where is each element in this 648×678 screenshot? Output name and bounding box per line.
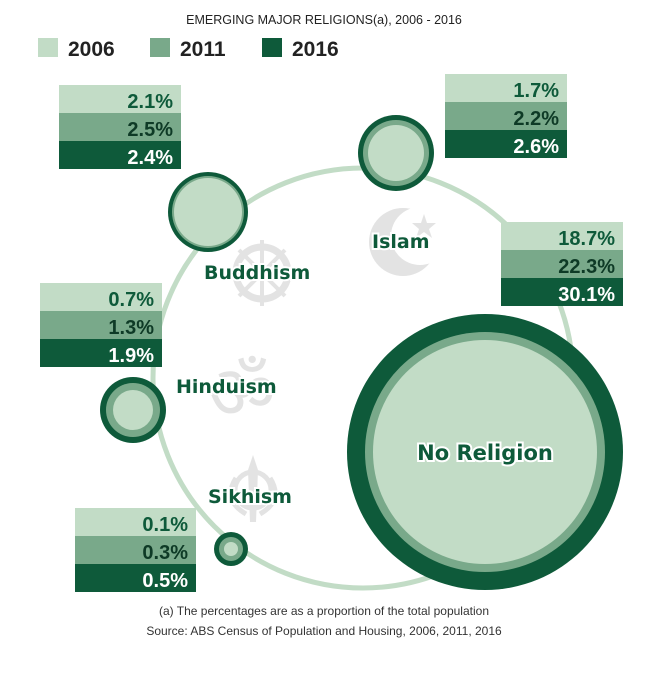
legend-label-2011: 2011 xyxy=(180,38,226,61)
buddhism-2011-value: 2.5% xyxy=(127,119,173,141)
om-icon: ॐ xyxy=(208,350,276,436)
bubble-no-religion xyxy=(347,314,623,590)
hinduism-2006-value: 0.7% xyxy=(108,289,154,311)
source-note: Source: ABS Census of Population and Hou… xyxy=(146,624,502,638)
label-no-religion: No Religion xyxy=(417,441,553,465)
value-box-islam: 1.7% 2.2% 2.6% xyxy=(445,74,567,158)
buddhism-2016-value: 2.4% xyxy=(127,147,173,169)
label-sikhism: Sikhism xyxy=(208,486,292,508)
svg-text:ॐ: ॐ xyxy=(208,350,276,436)
sikhism-2006-value: 0.1% xyxy=(142,514,188,536)
islam-2016-value: 2.6% xyxy=(513,136,559,158)
islam-2011-value: 2.2% xyxy=(513,108,559,130)
sikhism-2016-value: 0.5% xyxy=(142,570,188,592)
crescent-icon xyxy=(369,207,449,276)
value-box-buddhism: 2.1% 2.5% 2.4% xyxy=(59,85,181,169)
no-religion-2016-value: 30.1% xyxy=(558,284,615,306)
label-hinduism: Hinduism xyxy=(176,376,277,398)
legend-swatch-2016 xyxy=(262,38,282,57)
buddhism-2006-value: 2.1% xyxy=(127,91,173,113)
bubble-buddhism xyxy=(168,172,248,252)
hinduism-2016-value: 1.9% xyxy=(108,345,154,367)
bubble-islam xyxy=(358,115,434,191)
no-religion-2006-value: 18.7% xyxy=(558,228,615,250)
value-box-no-religion: 18.7% 22.3% 30.1% xyxy=(501,222,623,306)
islam-2006-value: 1.7% xyxy=(513,80,559,102)
bubble-hinduism xyxy=(100,377,166,443)
legend: 2006 2011 2016 xyxy=(38,38,339,61)
hinduism-2011-value: 1.3% xyxy=(108,317,154,339)
dharma-wheel-icon xyxy=(229,240,295,306)
no-religion-2011-value: 22.3% xyxy=(558,256,615,278)
legend-label-2006: 2006 xyxy=(68,38,115,61)
chart-title: EMERGING MAJOR RELIGIONS(a), 2006 - 2016 xyxy=(186,13,462,27)
sikhism-2011-value: 0.3% xyxy=(142,542,188,564)
value-box-hinduism: 0.7% 1.3% 1.9% xyxy=(40,283,162,367)
label-buddhism: Buddhism xyxy=(204,262,310,284)
legend-swatch-2006 xyxy=(38,38,58,57)
khanda-icon xyxy=(228,455,278,522)
bubble-sikhism xyxy=(214,532,248,566)
legend-swatch-2011 xyxy=(150,38,170,57)
label-islam: Islam xyxy=(372,231,430,253)
legend-label-2016: 2016 xyxy=(292,38,339,61)
value-box-sikhism: 0.1% 0.3% 0.5% xyxy=(75,508,196,592)
footnote: (a) The percentages are as a proportion … xyxy=(159,604,489,618)
